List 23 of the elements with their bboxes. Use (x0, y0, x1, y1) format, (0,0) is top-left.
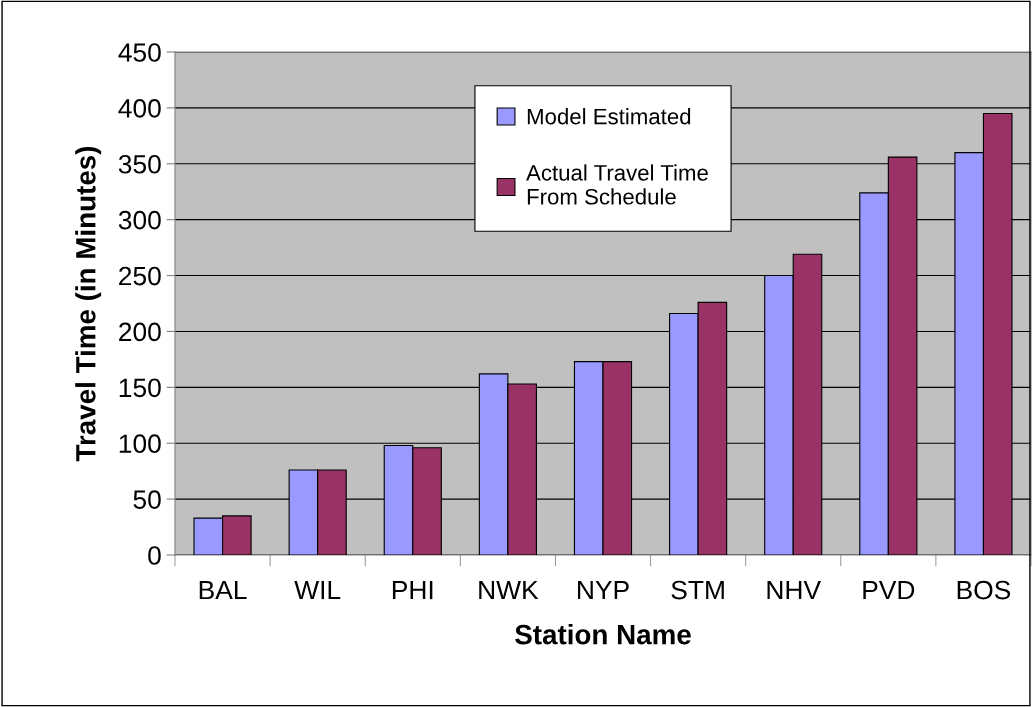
x-tick-label: PHI (392, 580, 433, 600)
y-tick-label: 450 (118, 43, 161, 62)
y-tick-label: 400 (118, 99, 161, 118)
x-tick-label: NHV (767, 580, 821, 600)
x-tick-label: NYP (578, 580, 629, 600)
y-tick-label: 350 (118, 154, 161, 174)
y-axis-title: Travel Time (in Minutes) (75, 146, 102, 462)
y-tick-label: 150 (119, 378, 161, 398)
y-tick-label: 50 (133, 490, 161, 509)
y-tick-label: 250 (119, 266, 161, 286)
legend-label: Actual Travel Time From Schedule (526, 164, 708, 205)
y-tick-label: 0 (148, 546, 161, 565)
x-tick-label: STM (671, 580, 724, 600)
x-tick-label: BAL (199, 580, 247, 600)
legend-label: Model Estimated (527, 108, 691, 125)
x-tick-label: PVD (863, 580, 915, 600)
x-tick-label: BOS (957, 580, 1011, 600)
x-tick-label: WIL (294, 580, 341, 600)
x-axis-title: Station Name (515, 624, 691, 645)
y-tick-label: 200 (119, 322, 161, 342)
x-tick-label: NWK (479, 580, 539, 600)
y-tick-label: 100 (119, 434, 161, 454)
y-tick-label: 300 (118, 210, 161, 230)
